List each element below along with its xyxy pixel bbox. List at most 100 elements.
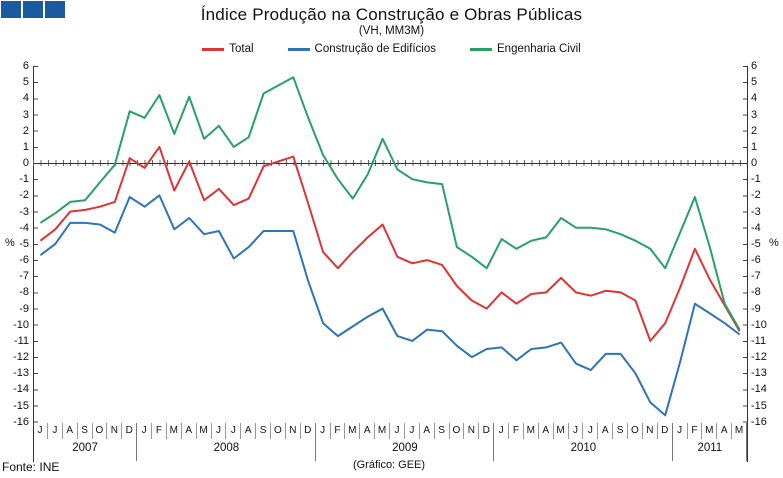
logo xyxy=(1,1,65,18)
month-label: M xyxy=(554,423,569,439)
y-tick-label: -15 xyxy=(13,399,29,412)
legend-item-label: Engenharia Civil xyxy=(497,43,581,55)
y-tick-label: -2 xyxy=(19,189,29,202)
left-axis-line xyxy=(33,66,34,462)
month-label: N xyxy=(643,423,658,439)
y-tick-label: -16 xyxy=(13,415,29,428)
month-label: F xyxy=(331,423,346,439)
month-label: A xyxy=(241,423,257,439)
y-tick-label: 1 xyxy=(22,140,29,153)
y-tick-label: -7 xyxy=(751,270,761,283)
month-label: D xyxy=(301,423,316,461)
month-label: F xyxy=(152,423,167,439)
y-tick-label: -9 xyxy=(751,302,761,315)
y-tick-label: -14 xyxy=(751,383,767,396)
y-tick-label: -5 xyxy=(19,237,29,250)
y-tick-label: -9 xyxy=(19,302,29,315)
year-label: 2007 xyxy=(72,442,98,454)
month-label: O xyxy=(93,423,108,439)
y-tick-label: -11 xyxy=(13,334,29,347)
month-label: M xyxy=(524,423,539,439)
month-label: N xyxy=(286,423,301,439)
month-label: M xyxy=(702,423,718,439)
month-label: M xyxy=(167,423,182,439)
year-label: 2009 xyxy=(392,442,418,454)
y-tick-label: 1 xyxy=(751,140,758,153)
y-tick-label: -1 xyxy=(19,173,29,186)
y-tick-label: 2 xyxy=(751,124,758,137)
month-label: D xyxy=(122,423,138,461)
month-label: O xyxy=(450,423,465,439)
y-tick-label: -12 xyxy=(751,351,767,364)
y-tick-label: -14 xyxy=(13,383,29,396)
month-label: F xyxy=(509,423,524,439)
logo-square xyxy=(23,1,43,18)
y-tick-label: -10 xyxy=(751,318,767,331)
y-tick-label: 4 xyxy=(751,92,758,105)
page-title: Índice Produção na Construção e Obras Pú… xyxy=(200,5,583,24)
y-tick-label: -4 xyxy=(19,221,29,234)
y-tick-label: -8 xyxy=(751,286,761,299)
y-tick-label: 5 xyxy=(22,76,29,89)
legend-item-engenharia: Engenharia Civil xyxy=(470,43,581,55)
zero-line xyxy=(33,163,747,164)
y-tick-label: -7 xyxy=(19,270,29,283)
year-label: 2010 xyxy=(570,442,597,454)
y-tick-label: -6 xyxy=(19,254,29,267)
credit-label: (Gráfico: GEE) xyxy=(352,459,426,471)
month-label: N xyxy=(464,423,480,439)
month-label: F xyxy=(688,423,703,439)
legend-swatch xyxy=(470,47,492,51)
month-label: A xyxy=(182,423,197,439)
y-tick-label: 3 xyxy=(751,108,758,121)
y-tick-label: -13 xyxy=(13,367,29,380)
right-axis-line xyxy=(747,66,748,462)
percent-label-left: % xyxy=(5,237,15,249)
legend-item-label: Construção de Edifícios xyxy=(314,43,436,55)
month-label: J xyxy=(48,423,63,439)
year-label: 2011 xyxy=(697,442,723,454)
year-label: 2008 xyxy=(213,442,240,454)
series-line-total xyxy=(39,145,741,342)
y-tick-label: 6 xyxy=(751,60,758,72)
series-line-constru-o-de-edif-cios xyxy=(39,194,741,417)
legend: Total Construção de Edifícios Engenharia… xyxy=(0,43,783,55)
y-tick-label: 3 xyxy=(22,108,29,121)
month-label: O xyxy=(628,423,643,439)
month-label: S xyxy=(256,423,271,439)
series-line-engenharia-civil xyxy=(39,76,741,331)
month-label: J xyxy=(316,423,331,439)
legend-item-edificios: Construção de Edifícios xyxy=(287,43,436,55)
y-tick-label: -16 xyxy=(751,415,767,428)
y-tick-label: -13 xyxy=(751,367,767,380)
percent-label-right: % xyxy=(769,237,779,249)
y-tick-label: 0 xyxy=(751,157,758,170)
month-label: J xyxy=(569,423,584,439)
month-label: J xyxy=(583,423,599,439)
month-label: M xyxy=(197,423,212,439)
y-tick-label: -12 xyxy=(13,351,29,364)
month-label: S xyxy=(78,423,93,439)
y-tick-label: -4 xyxy=(751,221,761,234)
left-axis-ticks xyxy=(34,66,38,423)
month-label: J xyxy=(390,423,405,439)
legend-item-label: Total xyxy=(229,43,254,55)
y-tick-label: 2 xyxy=(22,124,29,137)
y-tick-label: 5 xyxy=(751,76,758,89)
y-tick-label: 4 xyxy=(22,92,29,105)
month-label: J xyxy=(226,423,242,439)
month-label: J xyxy=(137,423,152,439)
month-label: N xyxy=(107,423,123,439)
logo-square xyxy=(45,1,65,18)
month-label: J xyxy=(673,423,688,439)
right-axis-ticks xyxy=(743,66,747,423)
month-label: J xyxy=(405,423,420,439)
y-tick-label: 6 xyxy=(22,60,29,72)
month-label: J xyxy=(494,423,509,439)
page-subtitle: (VH, MM3M) xyxy=(358,25,425,37)
legend-swatch xyxy=(287,47,310,51)
legend-item-total: Total xyxy=(202,43,254,55)
month-label: A xyxy=(420,423,435,439)
y-tick-label: -2 xyxy=(751,189,761,202)
